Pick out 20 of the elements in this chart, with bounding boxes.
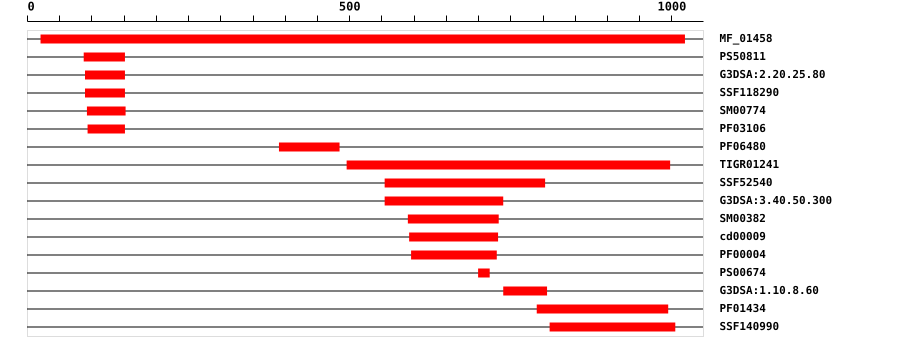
y-tick-label: SSF118290 (720, 86, 780, 99)
x-tick-label: 1000 (657, 0, 686, 14)
y-tick-label: PF01434 (720, 302, 766, 315)
y-tick-label: PS50811 (720, 50, 766, 63)
y-tick-label: TIGR01241 (720, 158, 780, 171)
x-tick-label: 0 (28, 0, 35, 14)
y-tick-label: SSF52540 (720, 176, 772, 189)
y-tick-label: G3DSA:2.20.25.80 (720, 68, 826, 81)
y-tick-label: G3DSA:3.40.50.300 (720, 194, 832, 207)
y-tick-label: SSF140990 (720, 320, 780, 333)
y-tick-label: MF_01458 (720, 32, 772, 45)
y-tick-label: cd00009 (720, 230, 766, 243)
y-tick-label: SM00774 (720, 104, 766, 117)
x-tick-label: 500 (338, 0, 361, 14)
y-tick-label: G3DSA:1.10.8.60 (720, 284, 819, 297)
y-tick-label: PS00674 (720, 266, 766, 279)
y-tick-label: SM00382 (720, 212, 766, 225)
y-tick-label: PF03106 (720, 122, 766, 135)
y-tick-label: PF00004 (720, 248, 766, 261)
y-tick-label: PF06480 (720, 140, 766, 153)
